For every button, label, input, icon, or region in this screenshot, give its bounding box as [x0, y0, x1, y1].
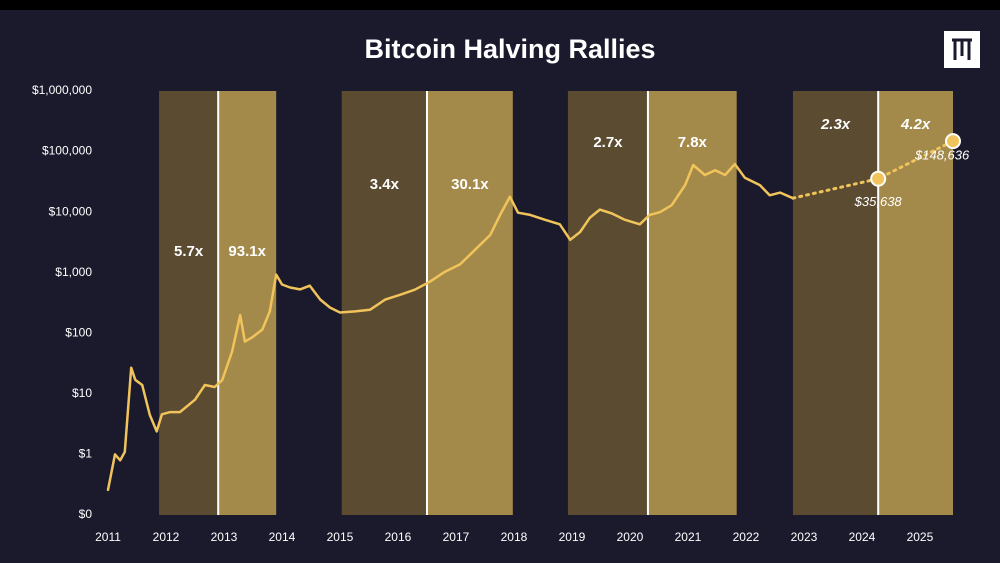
x-tick-label: 2021: [675, 530, 702, 544]
multiplier-label: 3.4x: [370, 176, 400, 193]
projection-point: [870, 170, 887, 187]
y-tick-label: $1: [79, 447, 93, 461]
y-tick-label: $100,000: [42, 144, 92, 158]
halving-band: [567, 91, 648, 515]
x-tick-label: 2022: [733, 530, 760, 544]
price-line: [791, 139, 955, 200]
x-tick-label: 2025: [907, 530, 934, 544]
y-tick-label: $1,000,000: [32, 83, 92, 97]
halving-band: [159, 91, 219, 515]
x-tick-label: 2017: [443, 530, 470, 544]
chart-title: Bitcoin Halving Rallies: [364, 34, 655, 64]
x-tick-label: 2020: [617, 530, 644, 544]
multiplier-label: 5.7x: [174, 243, 204, 260]
halving-band: [341, 91, 427, 515]
y-tick-label: $10: [72, 386, 92, 400]
y-tick-label: $1,000: [55, 265, 92, 279]
logo: [944, 31, 980, 68]
x-tick-label: 2024: [849, 530, 876, 544]
halving-band: [878, 91, 953, 515]
projection-point: [945, 133, 961, 150]
projection-label: $35,638: [854, 194, 903, 209]
x-tick-label: 2023: [791, 530, 818, 544]
multiplier-label: 2.3x: [820, 116, 851, 133]
multiplier-label: 4.2x: [900, 116, 931, 133]
y-tick-label: $0: [79, 507, 93, 521]
x-tick-label: 2018: [501, 530, 528, 544]
y-tick-label: $10,000: [49, 204, 93, 218]
price-line: [106, 162, 795, 492]
multiplier-label: 7.8x: [678, 134, 708, 151]
top-bar: [0, 0, 1000, 10]
x-tick-label: 2013: [211, 530, 238, 544]
multiplier-label: 93.1x: [228, 243, 266, 260]
halving-band: [218, 91, 277, 515]
x-tick-label: 2014: [269, 530, 296, 544]
y-tick-label: $100: [65, 325, 92, 339]
x-tick-label: 2012: [153, 530, 180, 544]
x-tick-label: 2011: [95, 530, 121, 544]
x-tick-label: 2016: [385, 530, 412, 544]
halving-band: [426, 91, 513, 515]
multiplier-label: 30.1x: [451, 176, 489, 193]
multiplier-label: 2.7x: [593, 134, 623, 151]
halving-band: [647, 91, 737, 515]
halving-band: [792, 91, 879, 515]
projection-label: $148,636: [914, 148, 970, 163]
x-tick-label: 2015: [327, 530, 354, 544]
x-tick-label: 2019: [559, 530, 586, 544]
